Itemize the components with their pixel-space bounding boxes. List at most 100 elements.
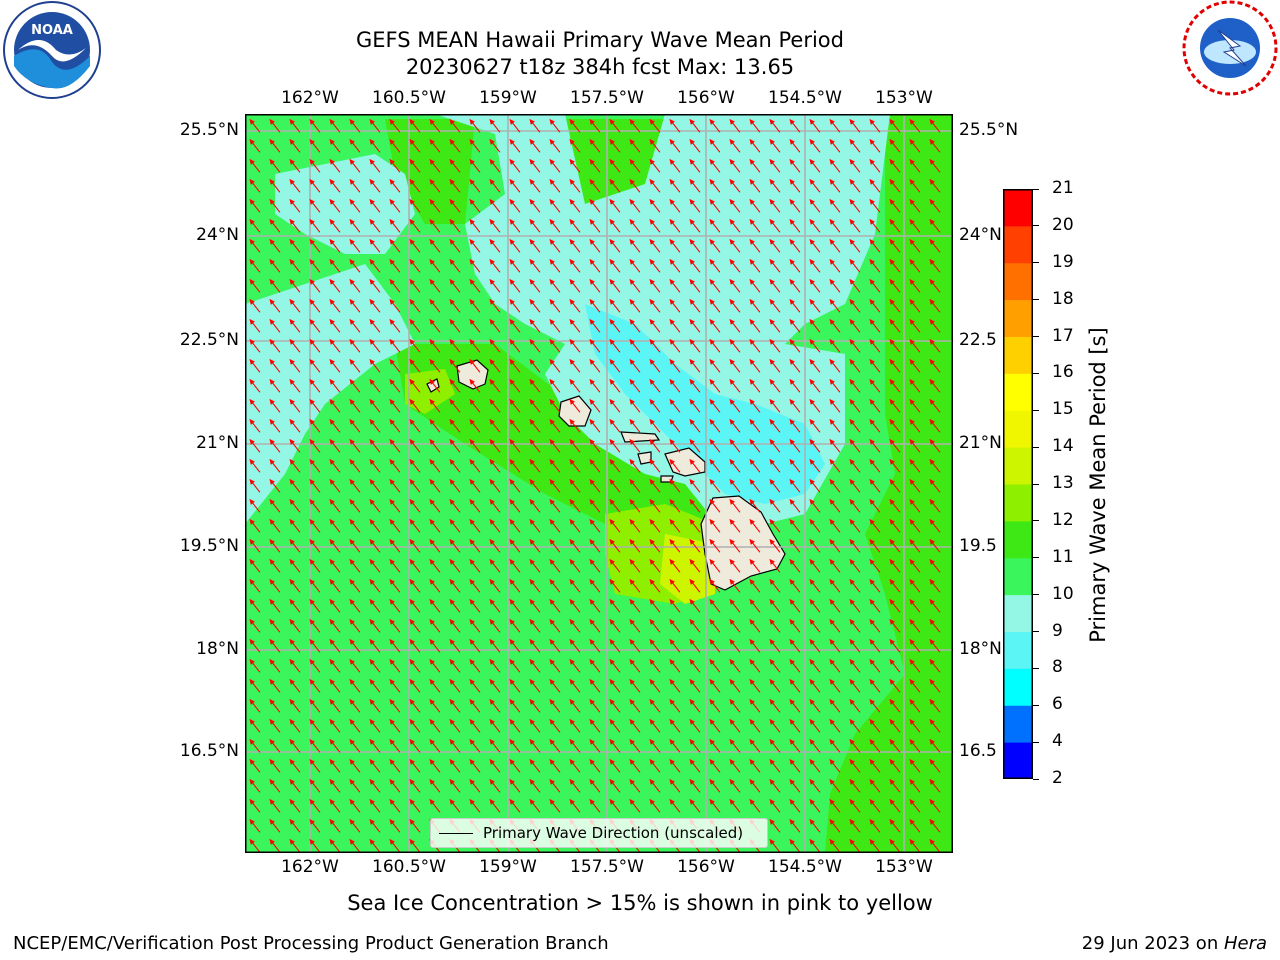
wave-direction-arrow xyxy=(789,718,801,733)
wave-direction-arrow xyxy=(869,778,881,793)
wave-direction-arrow xyxy=(529,458,541,473)
wave-direction-arrow xyxy=(489,778,501,793)
wave-direction-arrow xyxy=(489,738,501,753)
wave-direction-arrow xyxy=(809,678,821,693)
wave-direction-arrow xyxy=(289,358,301,373)
wave-direction-arrow xyxy=(409,198,421,213)
wave-direction-arrow xyxy=(889,738,901,753)
wave-direction-arrow xyxy=(889,198,901,213)
wave-direction-arrow xyxy=(489,358,501,373)
wave-direction-arrow xyxy=(849,178,861,193)
wave-direction-arrow xyxy=(689,478,701,493)
wave-direction-arrow xyxy=(709,418,721,433)
wave-direction-arrow xyxy=(769,698,781,713)
wave-direction-arrow xyxy=(309,798,321,813)
colorbar-tick-mark xyxy=(1033,704,1039,706)
wave-direction-arrow xyxy=(909,638,921,653)
wave-direction-arrow xyxy=(809,558,821,573)
wave-direction-arrow xyxy=(729,318,741,333)
wave-direction-arrow xyxy=(409,538,421,553)
wave-direction-arrow xyxy=(449,118,461,133)
wave-direction-arrow xyxy=(689,278,701,293)
lon-tick-label-bottom: 153°W xyxy=(875,857,933,877)
wave-direction-arrow xyxy=(549,718,561,733)
wave-direction-arrow xyxy=(489,678,501,693)
wave-direction-arrow xyxy=(609,538,621,553)
wave-direction-arrow xyxy=(429,738,441,753)
wave-direction-arrow xyxy=(869,658,881,673)
wave-direction-arrow xyxy=(269,518,281,533)
wave-direction-arrow xyxy=(269,378,281,393)
wave-direction-arrow xyxy=(649,758,661,773)
wave-direction-arrow xyxy=(869,698,881,713)
wave-direction-arrow xyxy=(869,198,881,213)
wave-direction-arrow xyxy=(689,438,701,453)
wave-direction-arrow xyxy=(589,778,601,793)
wave-direction-arrow xyxy=(749,278,761,293)
wave-direction-arrow xyxy=(669,578,681,593)
wave-direction-arrow xyxy=(349,278,361,293)
wave-direction-arrow xyxy=(509,198,521,213)
wave-direction-arrow xyxy=(649,738,661,753)
wave-direction-arrow xyxy=(329,658,341,673)
wave-direction-arrow xyxy=(529,298,541,313)
wave-direction-arrow xyxy=(849,738,861,753)
wave-direction-arrow xyxy=(689,798,701,813)
wave-direction-arrow xyxy=(669,598,681,613)
wave-direction-arrow xyxy=(889,118,901,133)
wave-direction-arrow xyxy=(669,398,681,413)
wave-direction-arrow xyxy=(449,298,461,313)
wave-direction-arrow xyxy=(389,458,401,473)
wave-direction-arrow xyxy=(369,538,381,553)
wave-direction-arrow xyxy=(529,258,541,273)
wave-direction-arrow xyxy=(669,178,681,193)
wave-direction-arrow xyxy=(329,418,341,433)
wave-direction-arrow xyxy=(809,458,821,473)
wave-direction-arrow xyxy=(249,838,261,853)
wave-direction-arrow xyxy=(269,698,281,713)
wave-direction-arrow xyxy=(369,178,381,193)
wave-direction-arrow xyxy=(869,318,881,333)
wave-direction-arrow xyxy=(569,458,581,473)
wave-direction-arrow xyxy=(789,478,801,493)
wave-direction-arrow xyxy=(689,258,701,273)
wave-direction-arrow xyxy=(329,278,341,293)
wave-direction-arrow xyxy=(929,478,941,493)
wave-direction-arrow xyxy=(589,398,601,413)
wave-direction-arrow xyxy=(329,538,341,553)
wave-direction-arrow xyxy=(789,438,801,453)
wave-direction-arrow xyxy=(889,678,901,693)
colorbar-tick-mark xyxy=(1033,336,1039,337)
wave-direction-arrow xyxy=(249,418,261,433)
wave-direction-arrow xyxy=(549,598,561,613)
colorbar-tick-label: 15 xyxy=(1052,399,1074,420)
wave-direction-arrow xyxy=(709,298,721,313)
wave-direction-arrow xyxy=(449,418,461,433)
wave-direction-arrow xyxy=(449,338,461,353)
wave-direction-arrow xyxy=(909,458,921,473)
wave-direction-arrow xyxy=(629,178,641,193)
island-oahu xyxy=(558,395,592,427)
wave-direction-arrow xyxy=(489,458,501,473)
wave-direction-arrow xyxy=(429,798,441,813)
wave-direction-arrow xyxy=(869,818,881,833)
wave-direction-arrow xyxy=(489,758,501,773)
wave-direction-arrow xyxy=(329,778,341,793)
wave-direction-arrow xyxy=(829,298,841,313)
wave-direction-arrow xyxy=(349,378,361,393)
wave-direction-arrow xyxy=(809,618,821,633)
wave-direction-arrow xyxy=(909,538,921,553)
wave-direction-arrow xyxy=(349,138,361,153)
wave-direction-arrow xyxy=(389,258,401,273)
wave-direction-arrow xyxy=(289,438,301,453)
wave-direction-arrow xyxy=(789,538,801,553)
wave-direction-arrow xyxy=(769,758,781,773)
wave-direction-arrow xyxy=(849,118,861,133)
wave-direction-arrow xyxy=(889,538,901,553)
wave-direction-arrow xyxy=(909,358,921,373)
wave-direction-arrow xyxy=(269,118,281,133)
wave-direction-arrow xyxy=(909,518,921,533)
wave-direction-arrow xyxy=(509,618,521,633)
wave-direction-arrow xyxy=(589,798,601,813)
wave-direction-arrow xyxy=(349,558,361,573)
